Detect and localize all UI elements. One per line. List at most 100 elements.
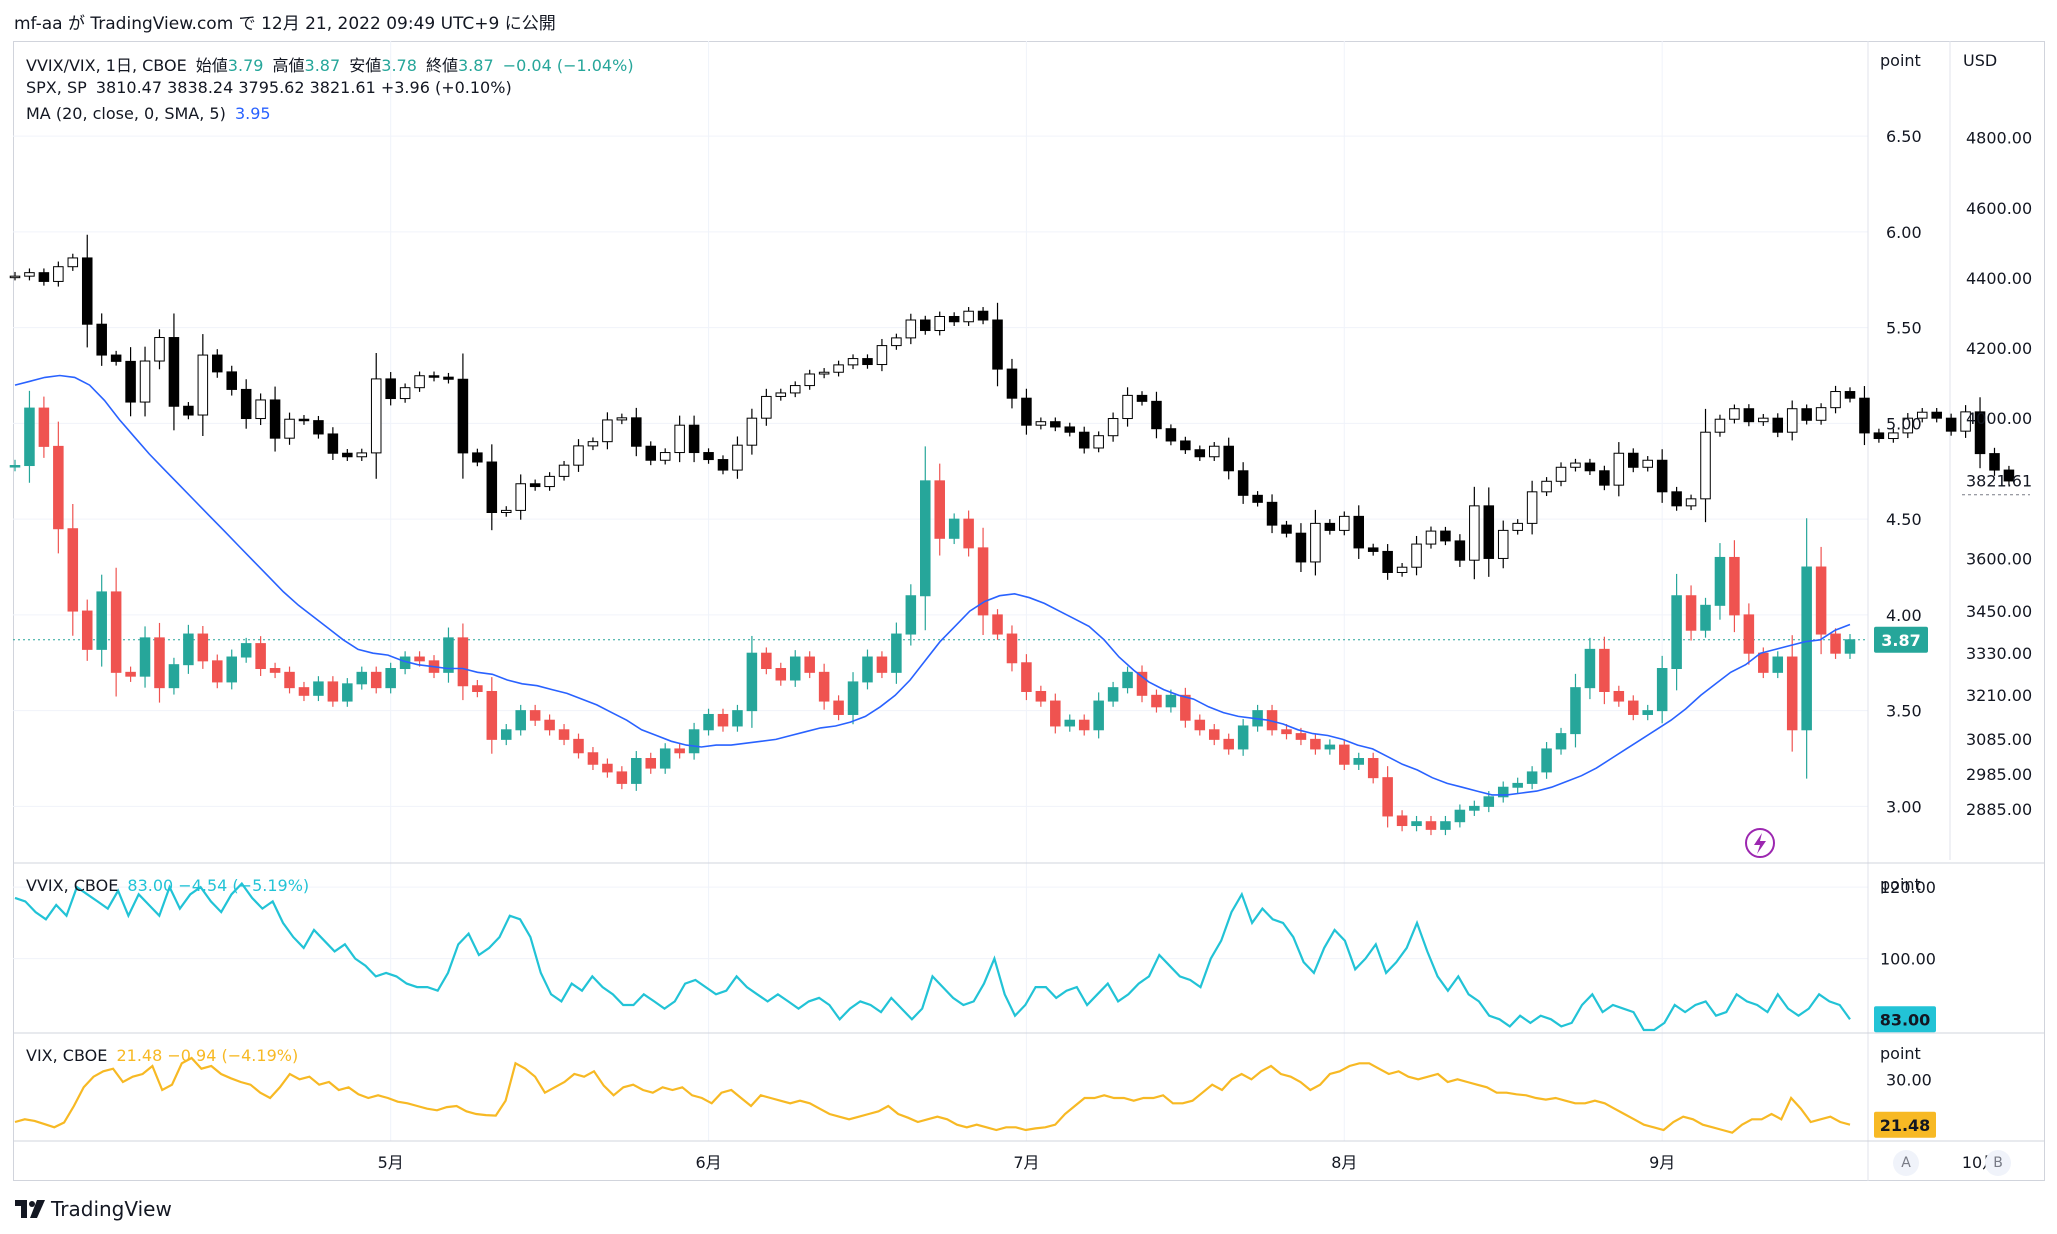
candle xyxy=(1021,654,1032,701)
candle-body xyxy=(1353,758,1365,765)
spx-tick-label: 2885.00 xyxy=(1966,800,2032,819)
auto-scale-button[interactable]: A xyxy=(1893,1150,1919,1176)
candle xyxy=(183,624,194,674)
candle-body xyxy=(1469,505,1480,561)
candle-body xyxy=(688,424,700,454)
tradingview-logo[interactable]: TradingView xyxy=(15,1197,172,1221)
spx-candle xyxy=(183,402,194,420)
snapshot-title: mf-aa が TradingView.com で 12月 21, 2022 0… xyxy=(14,14,556,34)
legend-vix[interactable]: VIX, CBOE 21.48 −0.94 (−4.19%) xyxy=(26,1046,298,1065)
spx-candle xyxy=(81,234,93,348)
candle-body xyxy=(1541,748,1552,773)
candle xyxy=(833,695,844,721)
candle-body xyxy=(1627,700,1639,715)
spx-candle xyxy=(544,472,555,491)
candle-body xyxy=(515,710,526,731)
spx-candle xyxy=(761,388,772,426)
spx-candle xyxy=(1945,413,1957,436)
candle-body xyxy=(1093,700,1104,731)
lightning-icon[interactable] xyxy=(1745,828,1775,858)
candle xyxy=(818,663,830,710)
spx-candle xyxy=(1714,414,1726,437)
candle-body xyxy=(255,643,266,670)
candle-body xyxy=(1425,530,1437,545)
spx-candle xyxy=(1006,358,1018,409)
candle-body xyxy=(1483,796,1495,807)
candle-body xyxy=(934,315,945,332)
spx-candle xyxy=(1613,442,1625,497)
candle-body xyxy=(1700,431,1711,500)
spx-candle xyxy=(313,415,324,439)
candle xyxy=(1584,637,1596,700)
log-scale-button[interactable]: B xyxy=(1985,1150,2011,1176)
candle-body xyxy=(1526,491,1538,524)
candle-body xyxy=(905,319,917,339)
candle-body xyxy=(587,441,599,447)
candle-body xyxy=(1599,470,1610,486)
legend-main[interactable]: VVIX/VIX, 1日, CBOE 始値3.79 高値3.87 安値3.78 … xyxy=(26,52,634,76)
spx-candle xyxy=(1671,486,1682,511)
legend-vix-symbol: VIX, CBOE xyxy=(26,1046,108,1065)
candle-body xyxy=(948,518,960,539)
spx-candle xyxy=(1165,424,1177,446)
spx-candle xyxy=(934,311,945,336)
candle-body xyxy=(1541,480,1552,493)
candle xyxy=(746,635,758,728)
candle xyxy=(587,747,599,770)
candle xyxy=(1497,781,1509,803)
candle-body xyxy=(703,452,714,461)
candle xyxy=(862,649,873,690)
candle-body xyxy=(1237,470,1249,496)
candle xyxy=(1599,636,1610,705)
candle-body xyxy=(1801,408,1812,421)
spx-candle xyxy=(1700,408,1711,523)
candle-body xyxy=(1339,744,1350,765)
spx-candle xyxy=(1873,428,1885,443)
candle-body xyxy=(1396,815,1408,827)
spx-candle xyxy=(1281,520,1292,538)
spx-candle xyxy=(891,333,902,350)
candle-body xyxy=(529,483,541,488)
candle-body xyxy=(1497,529,1509,559)
spx-candle xyxy=(67,253,79,271)
spx-candle xyxy=(457,353,469,479)
candle-body xyxy=(963,518,974,549)
candle xyxy=(1237,719,1249,756)
candle-body xyxy=(891,633,902,673)
spx-candle xyxy=(1093,431,1104,453)
candle xyxy=(1165,689,1177,713)
candle-body xyxy=(1411,543,1422,568)
candle xyxy=(876,651,888,679)
candle-body xyxy=(775,392,787,397)
spx-tick-label: 4400.00 xyxy=(1966,269,2032,288)
x-tick-label: 8月 xyxy=(1331,1153,1357,1172)
candle-body xyxy=(1859,397,1870,434)
spx-candle xyxy=(342,449,353,461)
candle-body xyxy=(1931,411,1942,419)
candle-body xyxy=(717,459,729,471)
candle-body xyxy=(1208,729,1220,740)
spx-candle xyxy=(1208,442,1220,461)
spx-candle xyxy=(1743,404,1755,427)
spx-candle xyxy=(284,412,295,445)
candle-body xyxy=(1555,466,1567,482)
candle xyxy=(963,510,974,557)
candle-body xyxy=(1469,805,1480,811)
spx-candle xyxy=(717,455,729,475)
legend-spx[interactable]: SPX, SP 3810.47 3838.24 3795.62 3821.61 … xyxy=(26,78,512,97)
spx-tick-label: 4800.00 xyxy=(1966,129,2032,148)
candle-body xyxy=(1613,690,1625,702)
legend-vvix[interactable]: VVIX, CBOE 83.00 −4.54 (−5.19%) xyxy=(26,876,309,895)
legend-main-symbol: VVIX/VIX, 1日, CBOE xyxy=(26,56,187,75)
candle-body xyxy=(1627,452,1639,468)
spx-candle xyxy=(1960,405,1971,438)
candle xyxy=(1815,546,1827,655)
candle-body xyxy=(1512,782,1523,788)
candle-body xyxy=(1035,421,1047,426)
legend-vvix-values: 83.00 −4.54 (−5.19%) xyxy=(127,876,310,895)
ma-line xyxy=(14,374,1851,796)
candle-body xyxy=(934,480,945,539)
candle-body xyxy=(1266,501,1278,526)
legend-ma[interactable]: MA (20, close, 0, SMA, 5) 3.95 xyxy=(26,104,271,123)
